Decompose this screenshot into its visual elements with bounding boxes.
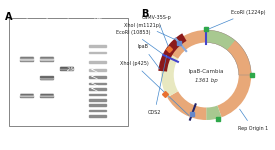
Text: EcoRI (1224p): EcoRI (1224p) — [209, 10, 266, 29]
Bar — [40, 78, 53, 79]
Text: 2: 2 — [44, 16, 48, 21]
Text: 1: 1 — [24, 16, 28, 21]
Text: CDS2: CDS2 — [148, 55, 167, 115]
Bar — [59, 69, 73, 70]
Bar — [89, 110, 106, 111]
Text: 3: 3 — [64, 16, 68, 21]
Bar — [89, 94, 106, 95]
Bar — [9, 18, 128, 126]
Wedge shape — [161, 52, 178, 98]
Bar — [89, 69, 106, 71]
Bar — [89, 76, 106, 78]
Wedge shape — [167, 30, 206, 59]
Text: A: A — [6, 12, 13, 22]
Bar — [89, 45, 106, 47]
Bar — [89, 104, 106, 106]
Wedge shape — [227, 40, 251, 75]
Bar — [40, 57, 53, 58]
Wedge shape — [206, 106, 222, 120]
Text: CaMV-35S-p: CaMV-35S-p — [142, 15, 172, 47]
Text: 1500 bp: 1500 bp — [67, 81, 87, 86]
Bar — [40, 59, 53, 60]
Bar — [89, 115, 106, 117]
Bar — [20, 59, 33, 60]
Bar — [20, 60, 33, 61]
Bar — [40, 60, 53, 61]
Bar — [20, 57, 33, 58]
Bar — [89, 99, 106, 101]
Bar — [40, 77, 53, 78]
Text: Rep Origin 1: Rep Origin 1 — [238, 109, 268, 131]
Text: 1200 bp: 1200 bp — [67, 86, 87, 91]
Bar — [89, 52, 106, 53]
Text: 2000 bp: 2000 bp — [67, 74, 87, 79]
Wedge shape — [167, 91, 206, 120]
Text: XhoI (p425): XhoI (p425) — [120, 61, 189, 115]
Bar — [20, 94, 33, 95]
Wedge shape — [206, 30, 251, 75]
Wedge shape — [217, 75, 251, 117]
Bar — [40, 96, 53, 97]
Text: 1361 bp: 1361 bp — [195, 78, 218, 82]
Text: IpaB-Cambia: IpaB-Cambia — [188, 69, 224, 74]
Text: B: B — [141, 9, 148, 19]
Wedge shape — [158, 33, 186, 72]
Text: LM: LM — [93, 16, 102, 21]
Bar — [89, 88, 106, 90]
Text: IpaB: IpaB — [138, 44, 160, 69]
Bar — [40, 94, 53, 95]
Bar — [20, 96, 33, 97]
Bar — [40, 58, 53, 59]
Bar — [20, 58, 33, 59]
Bar — [40, 95, 53, 96]
Bar — [20, 95, 33, 96]
Bar — [59, 67, 73, 68]
Bar — [40, 76, 53, 77]
Text: XhoI (m1121p): XhoI (m1121p) — [125, 22, 175, 39]
Bar — [89, 61, 106, 63]
Bar — [59, 68, 73, 69]
Text: EcoRI (10853): EcoRI (10853) — [116, 30, 163, 54]
Bar — [89, 83, 106, 84]
Wedge shape — [206, 30, 235, 50]
Text: 2500 bp: 2500 bp — [67, 67, 87, 72]
